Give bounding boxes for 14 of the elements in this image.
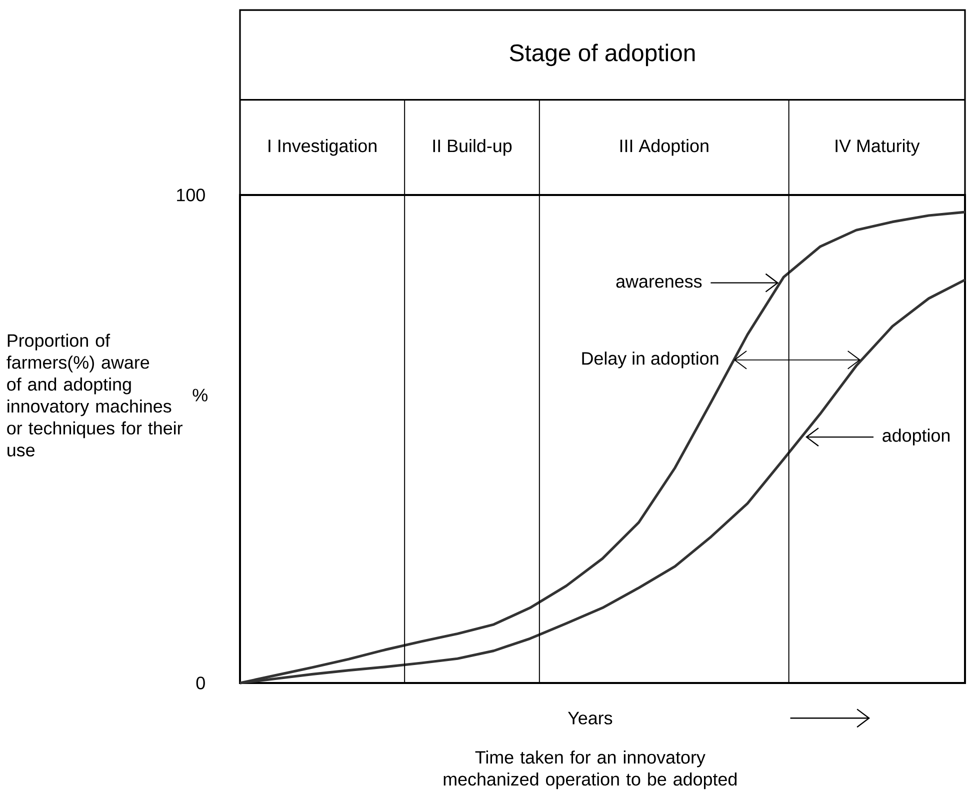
text: I Investigation — [268, 139, 376, 156]
annotation: awareness — [616, 278, 702, 288]
text: IV Maturity — [836, 139, 920, 156]
text: III Adoption — [620, 139, 708, 156]
text: Time taken for an innovatory mechanized operation to be adopted — [444, 750, 737, 790]
x-axis-title: Years — [568, 712, 612, 724]
text: II Build-up — [433, 139, 512, 156]
chart-title: Stage of adoption — [510, 44, 695, 66]
y-axis-title: Proportion of farmers(%) aware of and adopting innovatory machines or techniques for their use — [6, 334, 182, 456]
annotation: adoption — [882, 428, 950, 446]
text: % — [192, 388, 208, 402]
y-tick-label: 100 — [177, 188, 205, 202]
annotation: Delay in adoption — [582, 352, 718, 368]
y-tick-label: 0 — [196, 676, 205, 690]
